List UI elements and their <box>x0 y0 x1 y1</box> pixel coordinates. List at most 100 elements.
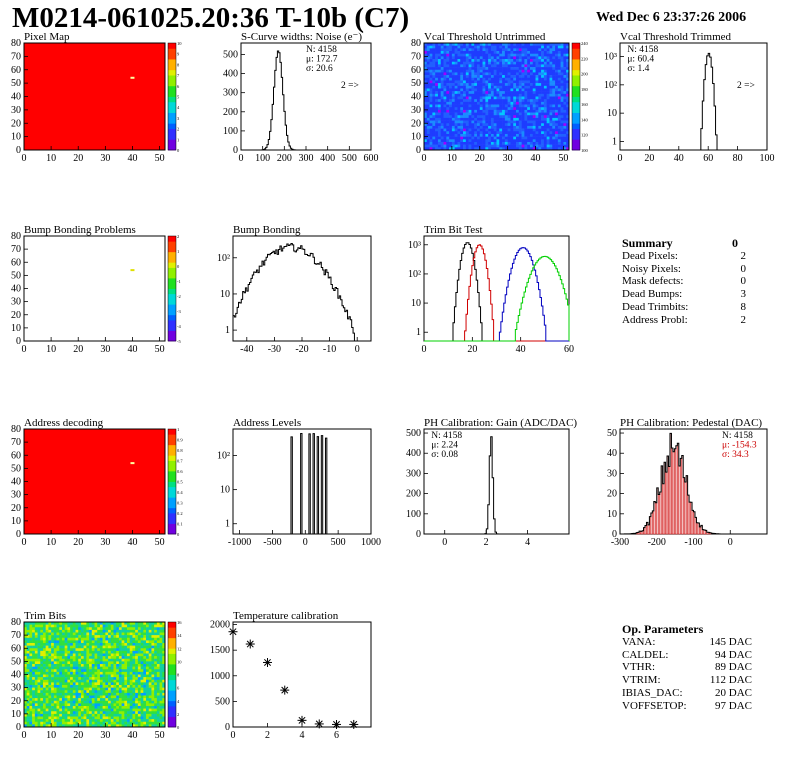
heatmap-cell <box>110 692 114 696</box>
heatmap-cell <box>113 622 117 625</box>
heatmap-cell <box>162 624 166 628</box>
y-tick-label: 500 <box>406 428 421 439</box>
heatmap-cell <box>70 677 74 681</box>
heatmap-cell <box>543 45 547 49</box>
heatmap-cell <box>499 104 503 108</box>
heatmap-cell <box>156 648 160 652</box>
x-tick-label: -200 <box>648 537 666 548</box>
heatmap-cell <box>86 708 90 712</box>
heatmap-cell <box>159 700 163 704</box>
heatmap-cell <box>424 120 428 124</box>
heatmap-cell <box>510 125 514 129</box>
heatmap-cell <box>110 687 114 691</box>
heatmap-cell <box>518 139 522 143</box>
heatmap-cell <box>449 128 453 132</box>
y-tick-label: 1000 <box>210 671 230 682</box>
heatmap-cell <box>129 682 133 686</box>
heatmap-cell <box>162 632 166 636</box>
heatmap-cell <box>437 67 442 71</box>
heatmap-cell <box>124 700 128 704</box>
heatmap-cell <box>91 703 95 707</box>
heatmap-cell <box>26 671 30 675</box>
heatmap-cell <box>140 640 144 644</box>
heatmap-cell <box>99 622 103 625</box>
heatmap-cell <box>51 632 55 636</box>
heatmap-cell <box>563 115 567 119</box>
heatmap-cell <box>124 658 128 662</box>
heatmap-cell <box>535 104 539 108</box>
heatmap-cell <box>474 56 478 60</box>
heatmap-cell <box>521 77 525 81</box>
heatmap-cell <box>45 690 49 694</box>
heatmap-cell <box>159 635 163 639</box>
heatmap-cell <box>45 682 49 686</box>
heatmap-cell <box>110 645 114 649</box>
heatmap-cell <box>108 724 112 728</box>
heatmap-cell <box>552 139 556 143</box>
heatmap-cell <box>437 141 442 145</box>
heatmap-cell <box>471 45 475 49</box>
heatmap-cell <box>59 706 63 709</box>
heatmap-cell <box>83 708 87 712</box>
heatmap-cell <box>72 713 76 717</box>
heatmap-cell <box>70 645 74 649</box>
heatmap-cell <box>48 627 52 631</box>
heatmap-cell <box>426 88 430 92</box>
heatmap-cell <box>449 56 453 60</box>
heatmap-cell <box>529 131 534 135</box>
heatmap-cell <box>555 115 559 119</box>
heatmap-cell <box>75 708 79 712</box>
heatmap-cell <box>443 128 447 132</box>
heatmap-cell <box>51 708 55 712</box>
heatmap-cell <box>566 125 570 129</box>
heatmap-cell <box>440 45 444 49</box>
heatmap-cell <box>135 671 139 675</box>
heatmap-cell <box>546 117 550 121</box>
heatmap-cell <box>113 645 117 649</box>
heatmap-cell <box>110 682 114 686</box>
heatmap-cell <box>454 96 458 100</box>
heatmap-cell <box>78 695 82 699</box>
heatmap-cell <box>496 99 500 103</box>
heatmap-cell <box>116 635 120 639</box>
chart-title: PH Calibration: Gain (ADC/DAC) <box>424 417 577 429</box>
heatmap-cell <box>75 656 79 660</box>
heatmap-cell <box>541 133 545 137</box>
op-parameter-value: 97 DAC <box>715 699 752 712</box>
heatmap-cell <box>162 637 166 641</box>
heatmap-cell <box>429 131 433 135</box>
heatmap-cell <box>532 147 536 151</box>
heatmap-cell <box>521 88 525 92</box>
heatmap-cell <box>24 650 28 654</box>
stats-line: σ: 34.3 <box>722 450 749 460</box>
heatmap-cell <box>429 53 433 57</box>
palette-cell <box>572 53 580 60</box>
heatmap-cell <box>566 91 570 95</box>
heatmap-cell <box>432 115 436 119</box>
heatmap-cell <box>121 666 125 670</box>
heatmap-cell <box>446 91 450 95</box>
heatmap-cell <box>99 698 103 702</box>
heatmap-cell <box>557 59 561 63</box>
heatmap-cell <box>443 59 447 63</box>
heatmap-cell <box>29 661 33 665</box>
star-bar <box>263 658 272 666</box>
heatmap-cell <box>40 703 44 707</box>
heatmap-cell <box>541 88 545 92</box>
heatmap-cell <box>504 136 508 140</box>
heatmap-cell <box>474 117 478 121</box>
heatmap-cell <box>154 643 158 646</box>
heatmap-cell <box>129 703 133 707</box>
palette-cell <box>168 502 176 509</box>
heatmap-cell <box>102 711 106 715</box>
heatmap-cell <box>460 61 464 65</box>
heatmap-cell <box>51 700 55 704</box>
heatmap-cell <box>116 653 120 657</box>
heatmap-cell <box>482 136 486 140</box>
heatmap-cell <box>504 72 508 76</box>
heatmap-cell <box>132 700 136 704</box>
heatmap-cell <box>516 80 520 84</box>
heatmap-cell <box>132 679 136 683</box>
heatmap-cell <box>91 713 95 717</box>
heatmap-cell <box>127 640 131 644</box>
